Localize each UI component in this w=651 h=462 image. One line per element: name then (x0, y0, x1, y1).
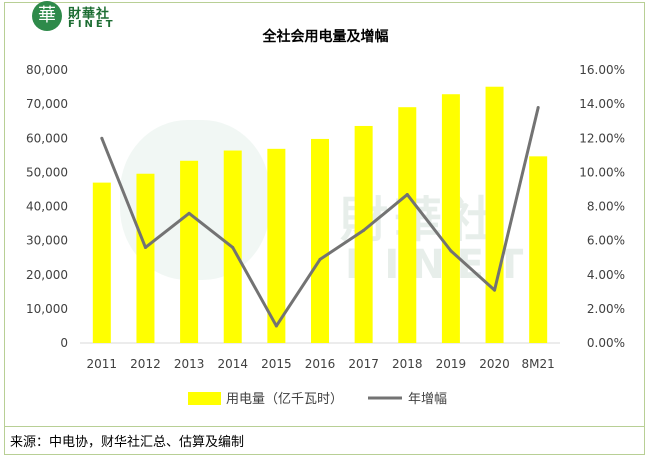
growth-point (362, 228, 366, 232)
y-right-tick-label: 0.00% (587, 336, 625, 350)
x-tick-label: 8M21 (522, 357, 555, 371)
bar (441, 94, 460, 343)
growth-point (231, 245, 235, 249)
growth-point (493, 288, 497, 292)
y-left-tick-label: 70,000 (26, 97, 68, 111)
y-left-tick-label: 30,000 (26, 234, 68, 248)
growth-point (536, 106, 540, 110)
x-tick-label: 2011 (87, 357, 118, 371)
logo-cn-text: 財華社 (68, 7, 111, 22)
source-note: 来源：中电协，财华社汇总、估算及编制 (10, 435, 245, 450)
y-right-tick-label: 12.00% (579, 131, 625, 145)
finet-logo: 華 財華社 FINET (32, 1, 142, 35)
x-tick-label: 2019 (436, 357, 467, 371)
chart-title: 全社会用电量及增幅 (262, 29, 389, 45)
y-right-tick-label: 4.00% (587, 268, 625, 282)
bar (529, 156, 548, 343)
x-tick-label: 2018 (392, 357, 423, 371)
y-left-tick-label: 10,000 (26, 302, 68, 316)
y-left-tick-label: 60,000 (26, 131, 68, 145)
y-left-tick-label: 40,000 (26, 200, 68, 214)
x-tick-label: 2016 (305, 357, 336, 371)
growth-point (100, 136, 104, 140)
y-left-tick-label: 80,000 (26, 63, 68, 77)
y-left-tick-label: 20,000 (26, 268, 68, 282)
x-tick-label: 2015 (261, 357, 292, 371)
x-tick-label: 2013 (174, 357, 205, 371)
bar (354, 125, 373, 343)
y-right-tick-label: 10.00% (579, 165, 625, 179)
y-left-tick-label: 0 (60, 336, 68, 350)
bar (311, 138, 329, 343)
source-divider (5, 426, 645, 427)
growth-point (274, 324, 278, 328)
logo-seal-icon: 華 (32, 1, 62, 31)
bar (136, 173, 155, 343)
y-left-tick-label: 50,000 (26, 165, 68, 179)
y-right-tick-label: 2.00% (587, 302, 625, 316)
bar (485, 86, 504, 343)
bar (267, 148, 286, 343)
bar (92, 182, 111, 343)
y-right-tick-label: 14.00% (579, 97, 625, 111)
x-tick-label: 2012 (130, 357, 161, 371)
chart-frame (4, 2, 645, 455)
y-right-tick-label: 8.00% (587, 200, 625, 214)
growth-point (143, 245, 147, 249)
legend-line-label: 年增幅 (408, 392, 447, 407)
x-tick-label: 2014 (217, 357, 248, 371)
y-right-tick-label: 6.00% (587, 234, 625, 248)
growth-point (405, 193, 409, 197)
legend-bar-label: 用电量（亿千瓦时） (226, 392, 343, 407)
growth-point (449, 249, 453, 253)
x-tick-label: 2020 (479, 357, 510, 371)
bar (180, 160, 199, 343)
y-right-tick-label: 16.00% (579, 63, 625, 77)
logo-en-text: FINET (68, 19, 116, 30)
bar (398, 107, 417, 343)
x-tick-label: 2017 (348, 357, 379, 371)
growth-point (187, 211, 191, 215)
legend-bar-swatch (188, 392, 221, 405)
growth-point (318, 257, 322, 261)
